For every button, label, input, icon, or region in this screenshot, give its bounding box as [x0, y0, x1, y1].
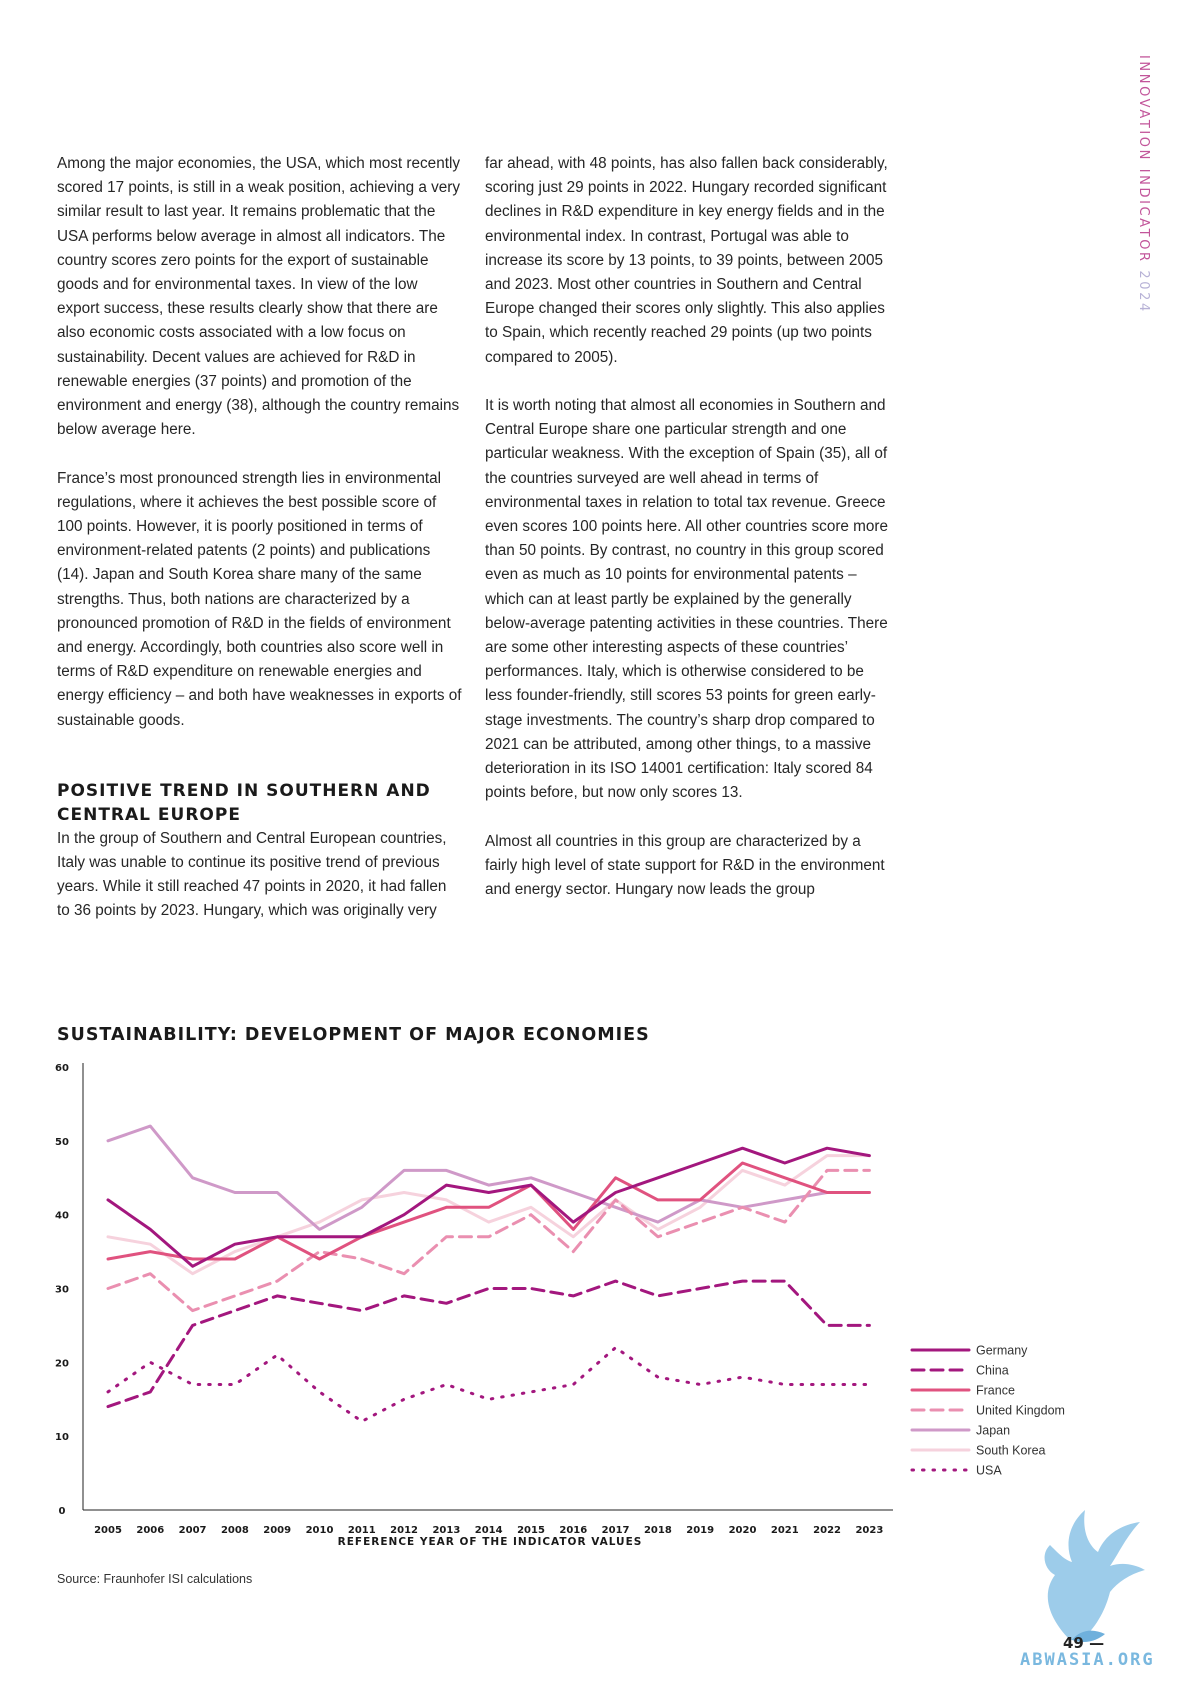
paragraph: Almost all countries in this group are c… [485, 832, 885, 899]
x-tick-label: 2018 [644, 1525, 672, 1536]
paragraph: In the group of Southern and Central Eur… [57, 829, 447, 920]
bird-watermark-icon [1044, 1510, 1145, 1643]
legend-label-south-korea: South Korea [976, 1444, 1046, 1458]
series-line-japan [106, 1124, 871, 1231]
y-tick-label: 50 [55, 1137, 69, 1148]
y-tick-label: 60 [55, 1063, 69, 1074]
x-tick-label: 2016 [559, 1525, 587, 1536]
paragraph: far ahead, with 48 points, has also fall… [485, 155, 888, 366]
series-line-germany [106, 1146, 871, 1268]
paragraph: It is worth noting that almost all econo… [485, 397, 889, 802]
legend-label-japan: Japan [976, 1424, 1010, 1438]
y-tick-label: 40 [55, 1211, 69, 1222]
series-line-usa [106, 1346, 871, 1423]
paragraph: France’s most pronounced strength lies i… [57, 469, 462, 729]
series-line-united-kingdom [106, 1168, 871, 1313]
legend-label-china: China [976, 1364, 1009, 1378]
paragraph: Among the major economies, the USA, whic… [57, 155, 461, 439]
running-header-year: 2024 [1136, 270, 1151, 314]
y-tick-label: 0 [59, 1506, 66, 1517]
x-tick-label: 2020 [729, 1525, 757, 1536]
x-tick-label: 2022 [813, 1525, 841, 1536]
y-tick-label: 30 [55, 1285, 69, 1296]
page-number: 49 — [1063, 1634, 1105, 1652]
x-tick-label: 2010 [306, 1525, 334, 1536]
x-tick-label: 2014 [475, 1525, 503, 1536]
x-axis-label: REFERENCE YEAR OF THE INDICATOR VALUES [338, 1536, 643, 1548]
running-header: INNOVATION INDICATOR 2024 [1136, 55, 1151, 314]
x-tick-label: 2008 [221, 1525, 249, 1536]
running-header-title: INNOVATION INDICATOR [1136, 55, 1151, 264]
x-tick-label: 2005 [94, 1525, 122, 1536]
section-heading: POSITIVE TREND IN SOUTHERN AND CENTRAL E… [57, 780, 431, 825]
legend-label-france: France [976, 1384, 1015, 1398]
line-chart: 0 10 20 30 40 50 60 2005 2006 2007 2008 2009 2010 201… [55, 1063, 1065, 1548]
right-column: far ahead, with 48 points, has also fall… [485, 152, 890, 926]
x-tick-label: 2012 [390, 1525, 418, 1536]
chart-legend: Germany China France United Kingdom Japan Sou… [910, 1344, 1065, 1478]
x-tick-label: 2017 [602, 1525, 630, 1536]
x-tick-label: 2023 [855, 1525, 883, 1536]
legend-label-germany: Germany [976, 1344, 1028, 1358]
legend-label-usa: USA [976, 1464, 1002, 1478]
x-tick-label: 2009 [263, 1525, 291, 1536]
left-column: Among the major economies, the USA, whic… [57, 152, 462, 948]
chart-series [106, 1124, 871, 1423]
series-line-south-korea [106, 1154, 871, 1276]
series-line-china [106, 1279, 871, 1409]
source-note: Source: Fraunhofer ISI calculations [57, 1572, 253, 1586]
x-tick-label: 2015 [517, 1525, 545, 1536]
series-line-france [106, 1161, 871, 1261]
x-tick-label: 2007 [179, 1525, 207, 1536]
x-tick-label: 2006 [136, 1525, 164, 1536]
chart-axes: 0 10 20 30 40 50 60 2005 2006 2007 2008 2009 2010 201… [55, 1063, 893, 1536]
x-tick-label: 2013 [432, 1525, 460, 1536]
x-tick-label: 2011 [348, 1525, 376, 1536]
x-tick-label: 2021 [771, 1525, 799, 1536]
chart-title: SUSTAINABILITY: DEVELOPMENT OF MAJOR ECO… [57, 1025, 650, 1045]
x-tick-label: 2019 [686, 1525, 714, 1536]
y-tick-label: 10 [55, 1432, 69, 1443]
watermark-text: ABWASIA.ORG [1020, 1650, 1155, 1670]
legend-label-united-kingdom: United Kingdom [976, 1404, 1065, 1418]
y-tick-label: 20 [55, 1358, 69, 1369]
